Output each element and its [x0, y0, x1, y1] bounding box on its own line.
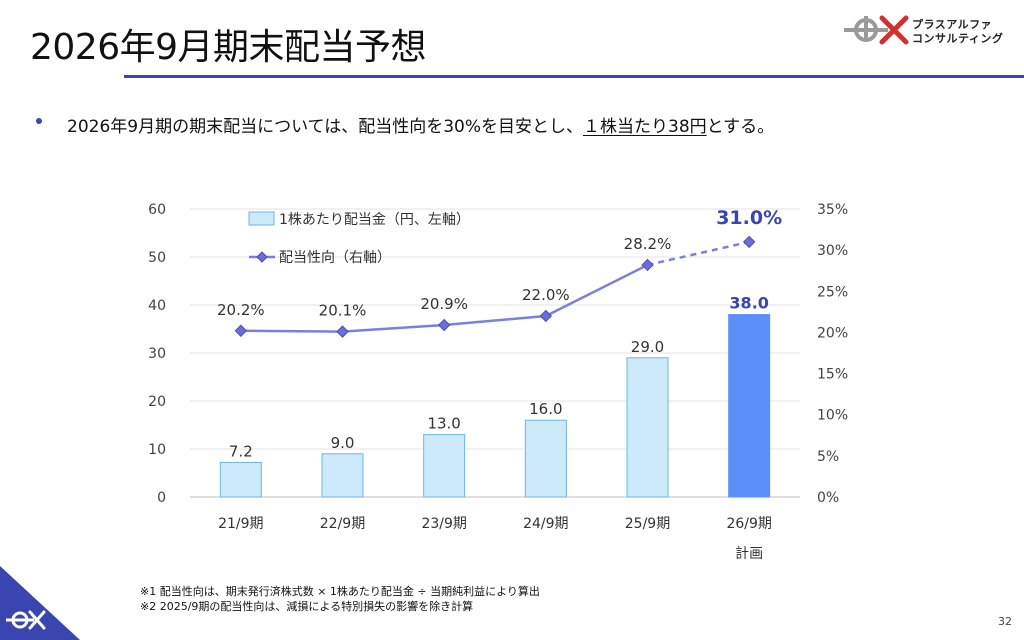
- bullet-text-emphasis: １株当たり38円: [583, 117, 707, 137]
- right-axis-tick-label: 5%: [817, 449, 839, 465]
- bar-value-label: 16.0: [529, 400, 562, 418]
- payout-ratio-label: 22.0%: [522, 286, 570, 304]
- bar: [321, 453, 364, 498]
- left-axis-tick-label: 10: [148, 442, 166, 458]
- x-axis-tick-label: 21/9期: [218, 516, 263, 532]
- right-axis-tick-label: 30%: [817, 243, 848, 259]
- right-axis-tick-label: 15%: [817, 367, 848, 383]
- x-axis-tick-label: 22/9期: [320, 516, 365, 532]
- payout-ratio-marker: [336, 325, 349, 338]
- right-axis-tick-label: 20%: [817, 325, 848, 341]
- payout-ratio-label: 20.9%: [420, 295, 468, 313]
- bullet-text: 2026年9月期の期末配当については、配当性向を30%を目安とし、１株当たり38…: [67, 112, 774, 137]
- right-axis-tick-label: 10%: [817, 408, 848, 424]
- left-axis-tick-label: 50: [148, 250, 166, 266]
- dividend-chart: 0 10 20 30 40 50 60 0% 5% 10% 15% 20% 25% 30% 35% 7.2 9.…: [148, 202, 848, 562]
- payout-ratio-label: 28.2%: [624, 235, 672, 253]
- left-axis-tick-label: 40: [148, 298, 166, 314]
- title-underline: [124, 75, 1024, 78]
- left-axis-tick-label: 60: [148, 202, 166, 218]
- bar: [524, 419, 567, 498]
- bullet-text-end: とする。: [706, 117, 775, 137]
- right-axis-tick-label: 0%: [817, 490, 839, 506]
- payout-ratio-marker: [742, 235, 756, 249]
- left-axis-tick-label: 20: [148, 394, 166, 410]
- bar: [626, 357, 669, 498]
- footnotes: ※1 配当性向は、期末発行済株式数 × 1株あたり配当金 ÷ 当期純利益により算…: [140, 584, 540, 614]
- footnote-1: ※1 配当性向は、期末発行済株式数 × 1株あたり配当金 ÷ 当期純利益により算…: [140, 585, 540, 598]
- page-title: 2026年9月期末配当予想: [30, 27, 427, 68]
- x-axis-tick-label: 25/9期: [625, 516, 670, 532]
- left-axis-tick-label: 0: [157, 490, 166, 506]
- x-axis-sublabel: 計画: [735, 546, 763, 562]
- payout-ratio-marker: [234, 324, 248, 337]
- right-axis-tick-label: 25%: [817, 284, 848, 300]
- page-number: 32: [998, 615, 1012, 628]
- bar: [423, 434, 466, 498]
- payout-ratio-label: 20.2%: [217, 301, 265, 319]
- bar-value-label: 29.0: [631, 338, 664, 356]
- payout-ratio-marker: [641, 258, 654, 272]
- logo-line-2: コンサルティング: [912, 32, 1004, 45]
- bar-value-label: 38.0: [729, 294, 768, 313]
- payout-ratio-label: 20.1%: [319, 302, 367, 320]
- bar-value-label: 13.0: [427, 415, 460, 433]
- logo-mark-icon: [844, 15, 909, 45]
- payout-ratio-marker: [539, 309, 553, 323]
- legend-bar-label: 1株あたり配当金（円、左軸）: [279, 212, 470, 228]
- bullet-marker: [36, 118, 42, 124]
- bar-value-label: 9.0: [331, 434, 355, 452]
- x-axis-tick-label: 23/9期: [421, 516, 466, 532]
- bullet-text-start: 2026年9月期の期末配当については、配当性向を30%を目安とし、: [67, 117, 584, 137]
- corner-logo-icon: [0, 566, 80, 640]
- legend-line-marker: [256, 251, 268, 263]
- legend-line-label: 配当性向（右軸）: [279, 250, 391, 266]
- logo-line-1: プラスアルファ: [912, 18, 993, 31]
- bar: [728, 314, 771, 498]
- bar-value-label: 7.2: [229, 442, 253, 460]
- bar: [219, 461, 262, 498]
- left-axis-tick-label: 30: [148, 346, 166, 362]
- payout-ratio-marker: [437, 318, 451, 332]
- payout-ratio-label: 31.0%: [716, 207, 782, 229]
- legend-bar-swatch: [248, 211, 275, 226]
- x-axis-tick-label: 24/9期: [523, 516, 568, 532]
- x-axis-tick-label: 26/9期: [726, 516, 771, 532]
- right-axis-tick-label: 35%: [817, 202, 848, 218]
- footnote-2: ※2 2025/9期の配当性向は、減損による特別損失の影響を除き計算: [140, 600, 474, 613]
